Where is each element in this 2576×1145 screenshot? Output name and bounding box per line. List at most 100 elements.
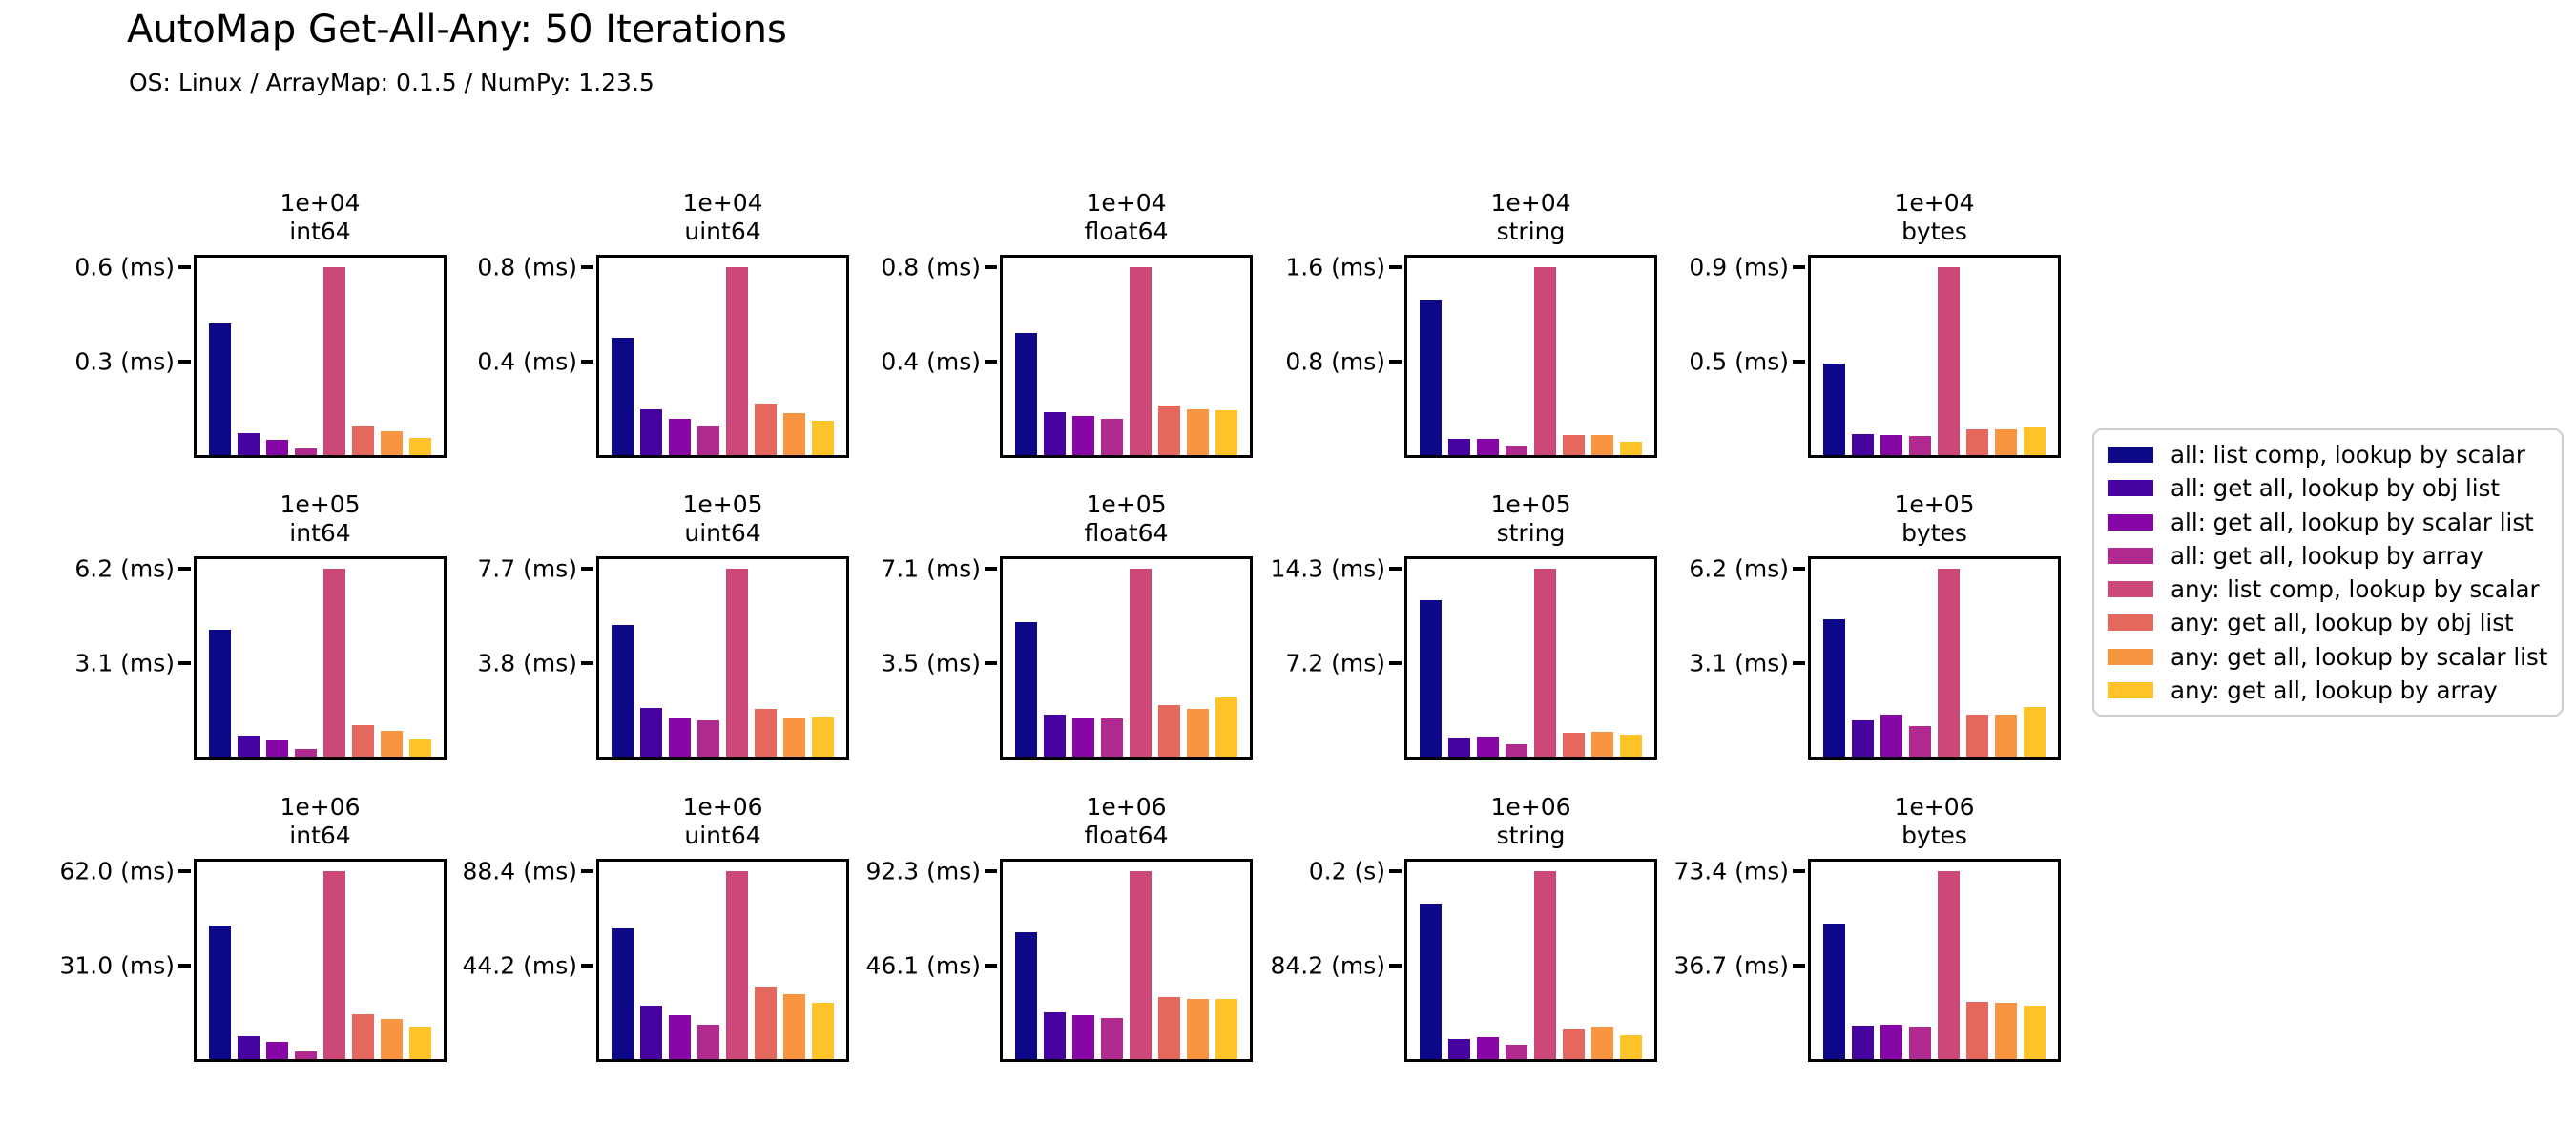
legend-label: all: list comp, lookup by scalar [2171,441,2525,469]
bar-any-list-comp-lookup-by-scalar [1938,569,1960,757]
bar-any-get-all-lookup-by-obj-list [1966,714,1988,757]
bar-all-list-comp-lookup-by-scalar [209,323,231,455]
subplot-1e+05-uint64: 1e+05 uint64 7.7 (ms) 3.8 (ms) [477,490,849,760]
plot-area [1808,859,2061,1062]
bar-all-get-all-lookup-by-obj-list [238,1035,260,1059]
bar-all-get-all-lookup-by-array [295,749,317,757]
bar-all-get-all-lookup-by-scalar-list [266,439,288,455]
y-tick-label: 0.8 (ms) [1285,347,1385,376]
bar-any-get-all-lookup-by-array [812,716,834,757]
subplot-title: 1e+04 bytes [1894,189,1975,245]
bar-any-get-all-lookup-by-scalar-list [783,994,805,1059]
bar-all-get-all-lookup-by-obj-list [238,735,260,757]
bar-all-list-comp-lookup-by-scalar [1015,931,1037,1059]
subplot-1e+06-bytes: 1e+06 bytes 73.4 (ms) 36.7 (ms) [1674,793,2061,1062]
legend-label: any: get all, lookup by obj list [2171,609,2514,637]
y-tick-label: 62.0 (ms) [59,857,176,885]
legend-entry: all: get all, lookup by scalar list [2108,509,2548,536]
y-tick-label: 3.8 (ms) [477,649,577,677]
bar-any-get-all-lookup-by-array [2024,427,2046,455]
subplot-1e+06-string: 1e+06 string 0.2 (s) 84.2 (ms) [1271,793,1657,1062]
legend-swatch-icon [2108,681,2153,698]
y-tick-label: 3.1 (ms) [74,649,175,677]
bar-all-get-all-lookup-by-obj-list [1448,738,1470,757]
bar-all-get-all-lookup-by-array [1909,726,1931,757]
bar-all-list-comp-lookup-by-scalar [1420,600,1442,757]
bar-any-get-all-lookup-by-scalar-list [1187,999,1209,1059]
bar-all-get-all-lookup-by-scalar-list [266,739,288,757]
legend-swatch-icon [2108,480,2153,497]
bar-any-list-comp-lookup-by-scalar [1130,569,1152,757]
subplot-1e+05-float64: 1e+05 float64 7.1 (ms) 3.5 (ms) [881,490,1253,760]
bar-all-get-all-lookup-by-obj-list [1448,1038,1470,1059]
y-tick-label: 1.6 (ms) [1285,253,1385,281]
subplot-1e+04-string: 1e+04 string 1.6 (ms) 0.8 (ms) [1285,189,1657,458]
bar-all-get-all-lookup-by-obj-list [640,1005,662,1059]
bar-any-get-all-lookup-by-obj-list [1563,733,1585,757]
legend-entry: any: get all, lookup by scalar list [2108,643,2548,671]
y-tick-mark [1793,359,1805,364]
legend-entry: all: get all, lookup by obj list [2108,474,2548,502]
bar-all-get-all-lookup-by-scalar-list [1477,737,1499,757]
y-tick-mark [1389,869,1402,874]
bar-all-get-all-lookup-by-obj-list [238,433,260,455]
bar-any-get-all-lookup-by-obj-list [1158,406,1180,455]
bar-any-get-all-lookup-by-scalar-list [1187,409,1209,455]
bar-all-list-comp-lookup-by-scalar [612,927,634,1059]
bar-any-get-all-lookup-by-obj-list [1966,428,1988,455]
bar-any-get-all-lookup-by-obj-list [352,1013,374,1059]
plot-area [1000,859,1253,1062]
bar-all-get-all-lookup-by-scalar-list [1880,435,1902,455]
y-tick-mark [1793,660,1805,665]
legend-label: any: list comp, lookup by scalar [2171,575,2540,604]
subplot-1e+06-uint64: 1e+06 uint64 88.4 (ms) 44.2 (ms) [463,793,849,1062]
bar-all-get-all-lookup-by-obj-list [1044,411,1066,455]
legend-entry: any: get all, lookup by obj list [2108,609,2548,636]
bar-any-list-comp-lookup-by-scalar [1534,267,1556,455]
plot-area [1000,556,1253,760]
legend-label: any: get all, lookup by array [2171,676,2498,704]
bar-any-list-comp-lookup-by-scalar [1534,569,1556,757]
bar-all-get-all-lookup-by-scalar-list [1880,1024,1902,1059]
y-tick-mark [1389,359,1402,364]
bar-all-get-all-lookup-by-scalar-list [1477,439,1499,455]
y-tick-label: 0.4 (ms) [881,347,981,376]
subplot-1e+05-string: 1e+05 string 14.3 (ms) 7.2 (ms) [1271,490,1657,760]
bar-any-list-comp-lookup-by-scalar [1534,871,1556,1059]
legend-entry: any: get all, lookup by array [2108,677,2548,704]
y-tick-mark [178,359,191,364]
subplot-1e+06-int64: 1e+06 int64 62.0 (ms) 31.0 (ms) [60,793,447,1062]
y-tick-label: 0.8 (ms) [881,253,981,281]
bar-all-list-comp-lookup-by-scalar [612,338,634,455]
legend-label: any: get all, lookup by scalar list [2171,642,2548,671]
bar-all-list-comp-lookup-by-scalar [1823,363,1845,455]
y-tick-label: 73.4 (ms) [1673,857,1790,885]
y-tick-label: 46.1 (ms) [865,951,982,980]
bar-any-get-all-lookup-by-array [2024,1005,2046,1059]
bar-all-list-comp-lookup-by-scalar [1823,618,1845,757]
y-tick-label: 88.4 (ms) [462,857,578,885]
bar-any-get-all-lookup-by-array [1620,735,1642,757]
bar-all-get-all-lookup-by-array [1101,1018,1123,1059]
bar-all-get-all-lookup-by-array [697,426,719,455]
bar-all-get-all-lookup-by-scalar-list [669,1015,691,1059]
y-tick-label: 84.2 (ms) [1270,951,1386,980]
subplot-1e+04-bytes: 1e+04 bytes 0.9 (ms) 0.5 (ms) [1689,189,2061,458]
bar-any-get-all-lookup-by-array [409,438,431,455]
subplot-title: 1e+06 bytes [1894,793,1975,849]
y-tick-mark [178,265,191,270]
bar-any-get-all-lookup-by-obj-list [1158,705,1180,757]
subplot-title: 1e+05 float64 [1084,490,1169,547]
bar-any-get-all-lookup-by-array [812,1002,834,1059]
bar-all-get-all-lookup-by-obj-list [1852,434,1874,455]
plot-area [596,859,849,1062]
bar-all-get-all-lookup-by-obj-list [1852,719,1874,757]
subplot-title: 1e+04 uint64 [682,189,763,245]
bar-any-list-comp-lookup-by-scalar [726,267,748,455]
y-tick-mark [581,265,593,270]
y-tick-mark [985,265,997,270]
plot-area [194,556,447,760]
y-tick-mark [178,963,191,968]
bar-all-list-comp-lookup-by-scalar [1015,621,1037,757]
y-tick-mark [178,869,191,874]
